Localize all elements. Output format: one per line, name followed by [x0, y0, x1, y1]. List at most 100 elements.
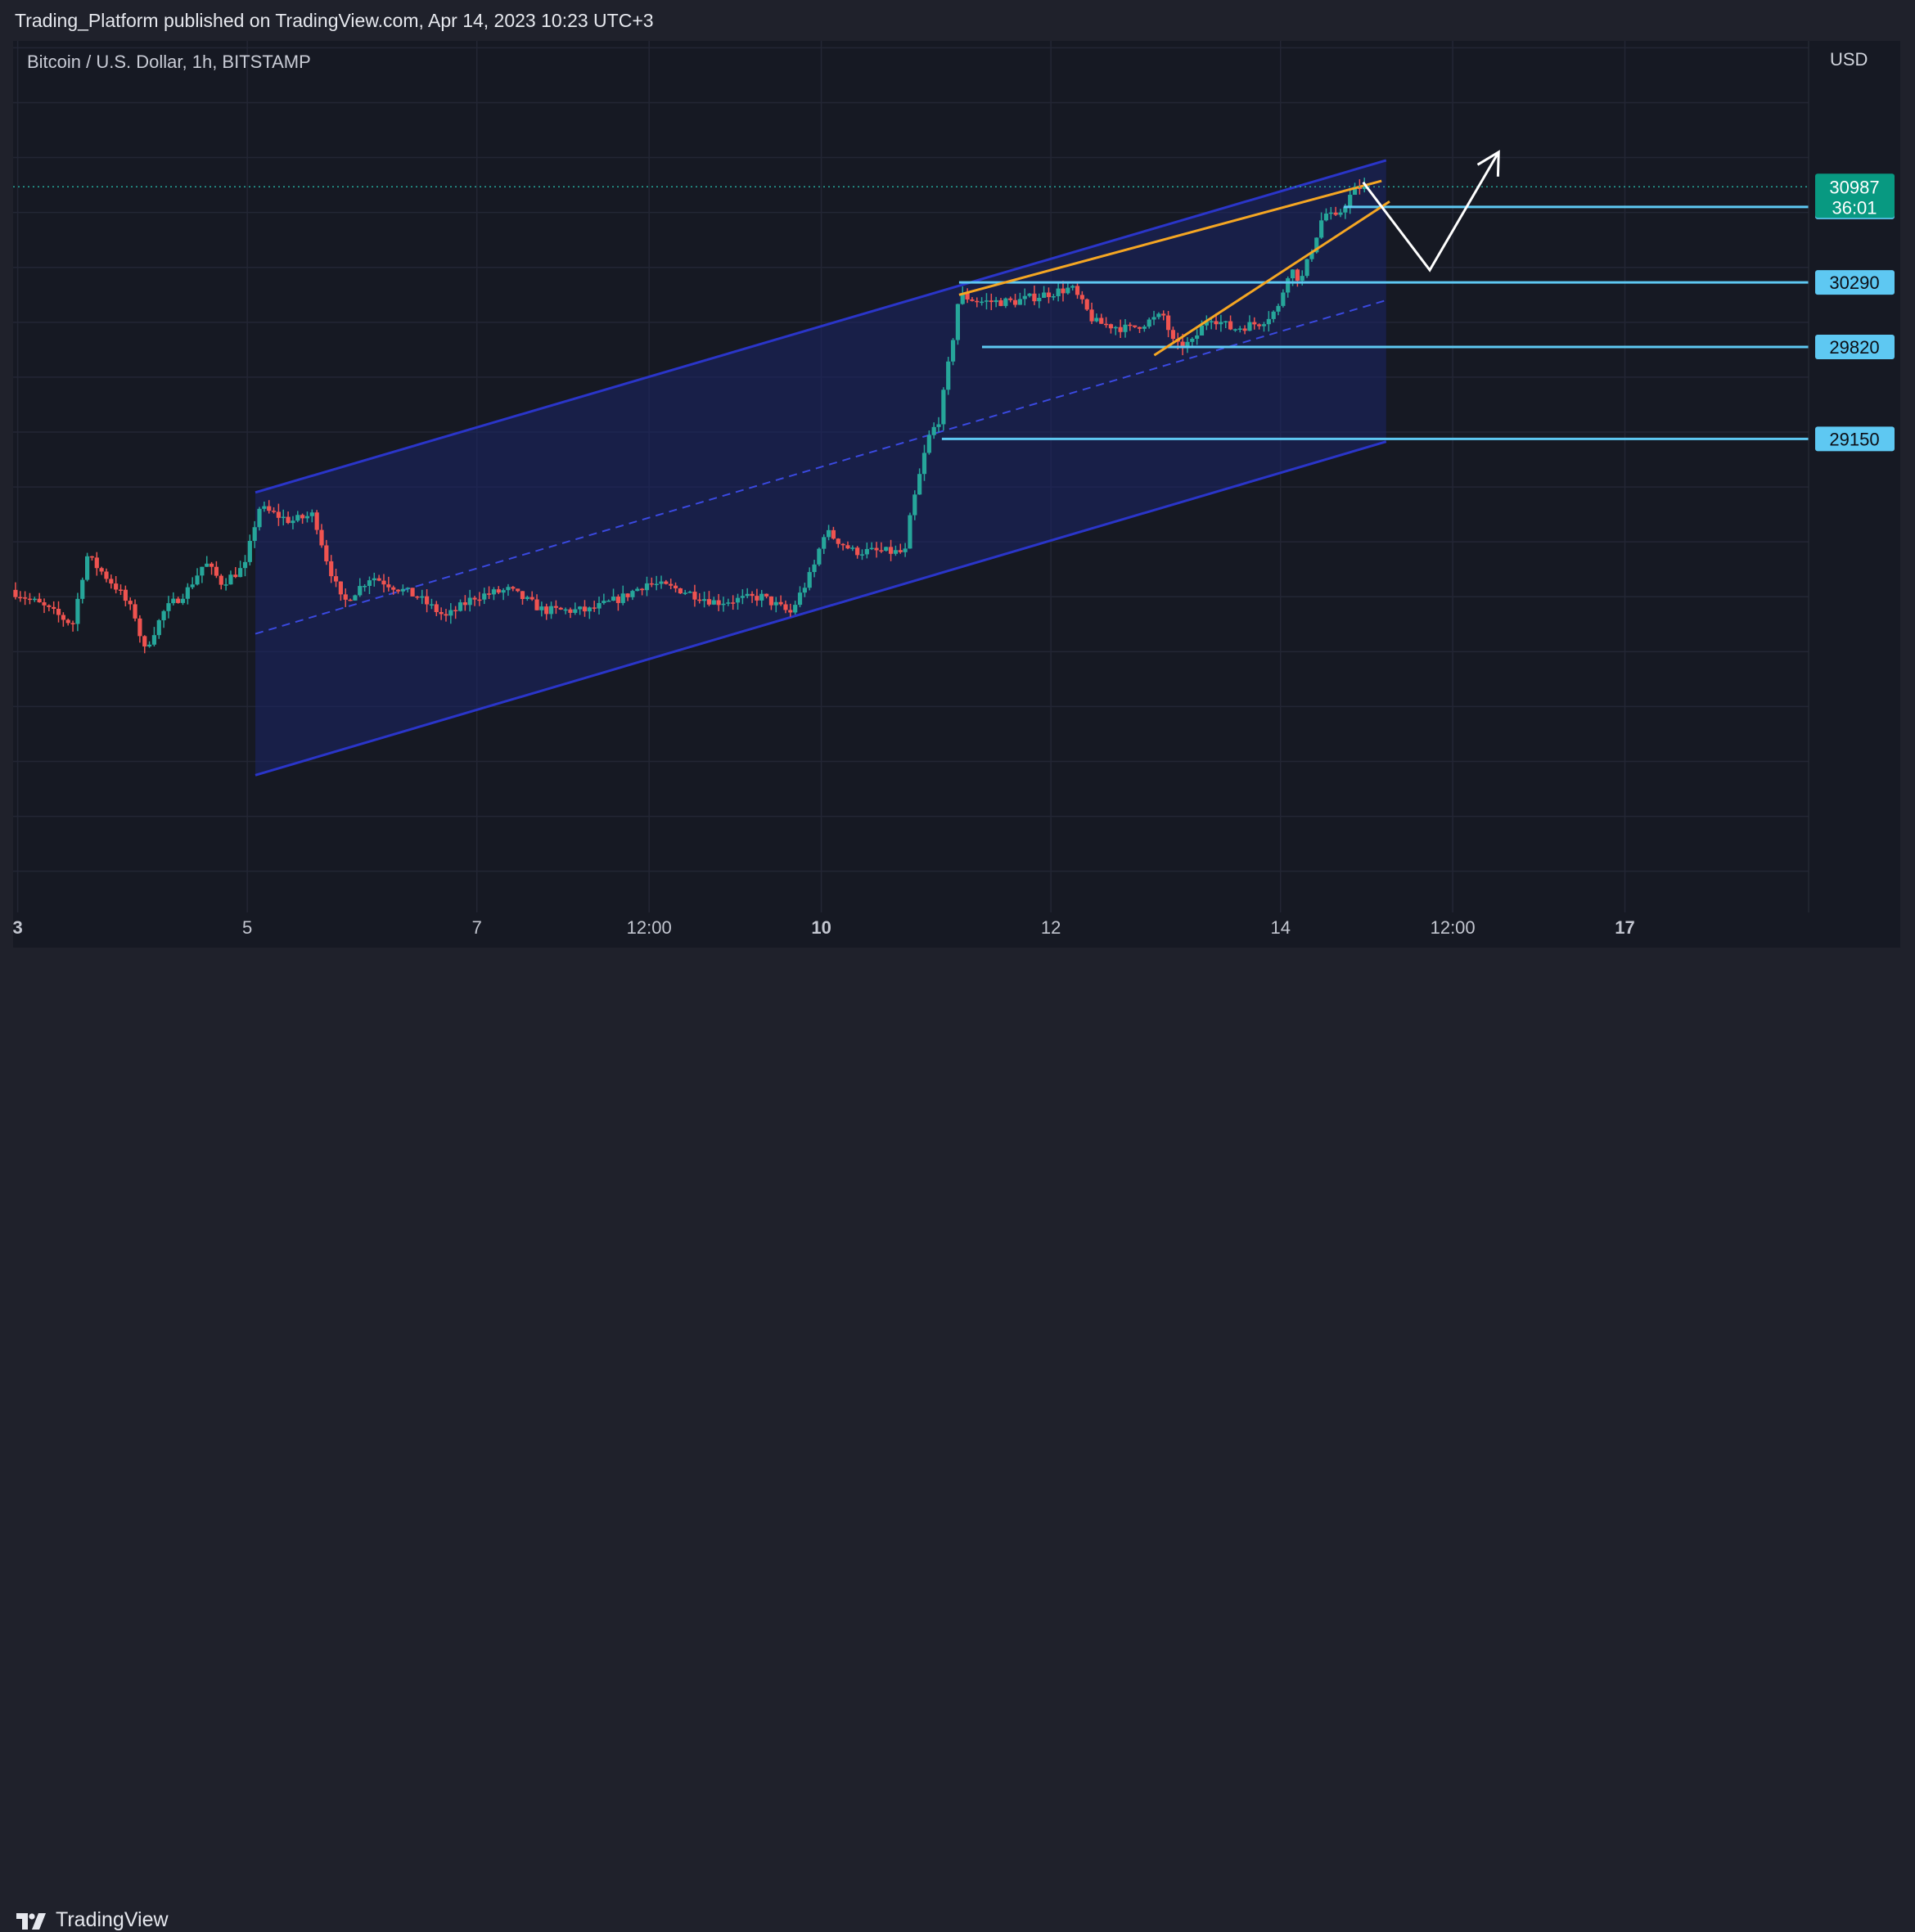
- y-tick-label: 30000: [1835, 313, 1885, 333]
- y-tick-label: 26400: [1835, 807, 1885, 827]
- candle-body: [209, 563, 214, 567]
- candle-body: [1237, 328, 1242, 330]
- candle-body: [888, 547, 894, 554]
- candle-body: [620, 593, 625, 603]
- candle-body: [156, 619, 161, 636]
- candle-body: [372, 578, 376, 581]
- candle-body: [190, 584, 195, 588]
- candle-body: [1075, 286, 1080, 295]
- x-tick-label: 3: [12, 917, 22, 938]
- candle-body: [472, 597, 477, 600]
- candle-body: [975, 300, 980, 303]
- level-price-label: 30290: [1829, 272, 1879, 293]
- candle-body: [462, 602, 467, 606]
- candle-body: [597, 602, 602, 609]
- candle-body: [539, 606, 544, 610]
- candle-body: [1314, 237, 1319, 253]
- candle-body: [1137, 327, 1142, 329]
- y-tick-label: 31200: [1835, 148, 1885, 169]
- candle-body: [1128, 324, 1133, 327]
- wedge-upper-line: [958, 179, 1382, 296]
- candle-body: [1103, 323, 1109, 326]
- candle-body: [486, 593, 492, 595]
- x-tick-label: 5: [242, 917, 252, 938]
- tradingview-logo-icon: [16, 1912, 46, 1930]
- candle-body: [410, 588, 415, 597]
- candle-body: [884, 547, 889, 551]
- candle-body: [994, 299, 998, 303]
- candle-body: [893, 550, 899, 554]
- candle-body: [56, 608, 61, 615]
- candle-body: [931, 426, 936, 435]
- candle-body: [840, 543, 845, 546]
- candle-body: [1204, 322, 1209, 326]
- candle-body: [363, 585, 367, 588]
- candle-body: [984, 300, 989, 302]
- candle-body: [80, 579, 85, 599]
- candle-body: [1156, 313, 1161, 317]
- candle-body: [602, 601, 606, 603]
- candle-body: [544, 606, 549, 615]
- candle-body: [706, 599, 712, 605]
- candle-body: [291, 520, 295, 524]
- candle-body: [826, 529, 831, 538]
- symbol-title: Bitcoin / U.S. Dollar, 1h, BITSTAMP: [27, 52, 311, 72]
- candle-body: [659, 581, 664, 584]
- candle-body: [1219, 322, 1223, 325]
- candle-body: [1066, 287, 1070, 294]
- candle-body: [1051, 295, 1056, 298]
- current-price-label: 30987: [1829, 177, 1879, 197]
- candle-body: [635, 588, 640, 592]
- candle-body: [1094, 317, 1099, 322]
- candle-body: [755, 596, 759, 601]
- price-chart[interactable]: 3200031600312003080030400300002960029200…: [0, 0, 1915, 999]
- candle-body: [1003, 298, 1008, 306]
- candle-body: [367, 580, 372, 586]
- y-tick-label: 26800: [1835, 752, 1885, 772]
- candle-body: [23, 597, 28, 599]
- candle-body: [1242, 328, 1247, 331]
- candle-body: [457, 602, 463, 611]
- candle-body: [912, 494, 917, 516]
- candle-body: [242, 561, 248, 569]
- candle-body: [353, 595, 358, 601]
- tradingview-brand: TradingView: [56, 1908, 169, 1931]
- current-price-tag: [1815, 173, 1895, 218]
- x-tick-label: 17: [1615, 917, 1634, 938]
- x-tick-label: 12:00: [1431, 917, 1476, 938]
- candle-body: [118, 589, 124, 592]
- candle-body: [37, 598, 42, 603]
- candle-body: [1089, 309, 1094, 322]
- candle-body: [898, 550, 903, 552]
- footer-bar: TradingView: [0, 948, 1915, 1931]
- candle-body: [750, 593, 755, 597]
- candle-body: [281, 516, 286, 519]
- candle-body: [520, 591, 525, 599]
- candle-body: [692, 592, 697, 600]
- candle-body: [1165, 315, 1171, 331]
- candle-body: [869, 547, 874, 550]
- candle-body: [89, 556, 95, 558]
- tradingview-logo[interactable]: TradingView: [15, 1908, 169, 1932]
- candle-body: [501, 590, 506, 593]
- wedge-lower-line: [1153, 200, 1390, 357]
- candle-body: [606, 601, 611, 602]
- candle-body: [817, 548, 822, 565]
- candle-body: [788, 610, 793, 613]
- candle-body: [491, 589, 497, 595]
- x-tick-label: 12: [1041, 917, 1061, 938]
- candle-body: [936, 424, 941, 427]
- candle-body: [697, 599, 702, 601]
- candle-body: [1118, 327, 1123, 332]
- x-tick-label: 12:00: [627, 917, 672, 938]
- candle-body: [950, 340, 956, 362]
- candle-body: [1223, 321, 1228, 323]
- candle-body: [151, 635, 157, 645]
- candle-body: [1190, 338, 1195, 342]
- candle-body: [864, 548, 869, 555]
- candle-body: [879, 550, 884, 552]
- candle-body: [1257, 324, 1262, 327]
- candle-body: [582, 606, 588, 612]
- candle-body: [970, 299, 975, 301]
- candle-body: [553, 606, 559, 608]
